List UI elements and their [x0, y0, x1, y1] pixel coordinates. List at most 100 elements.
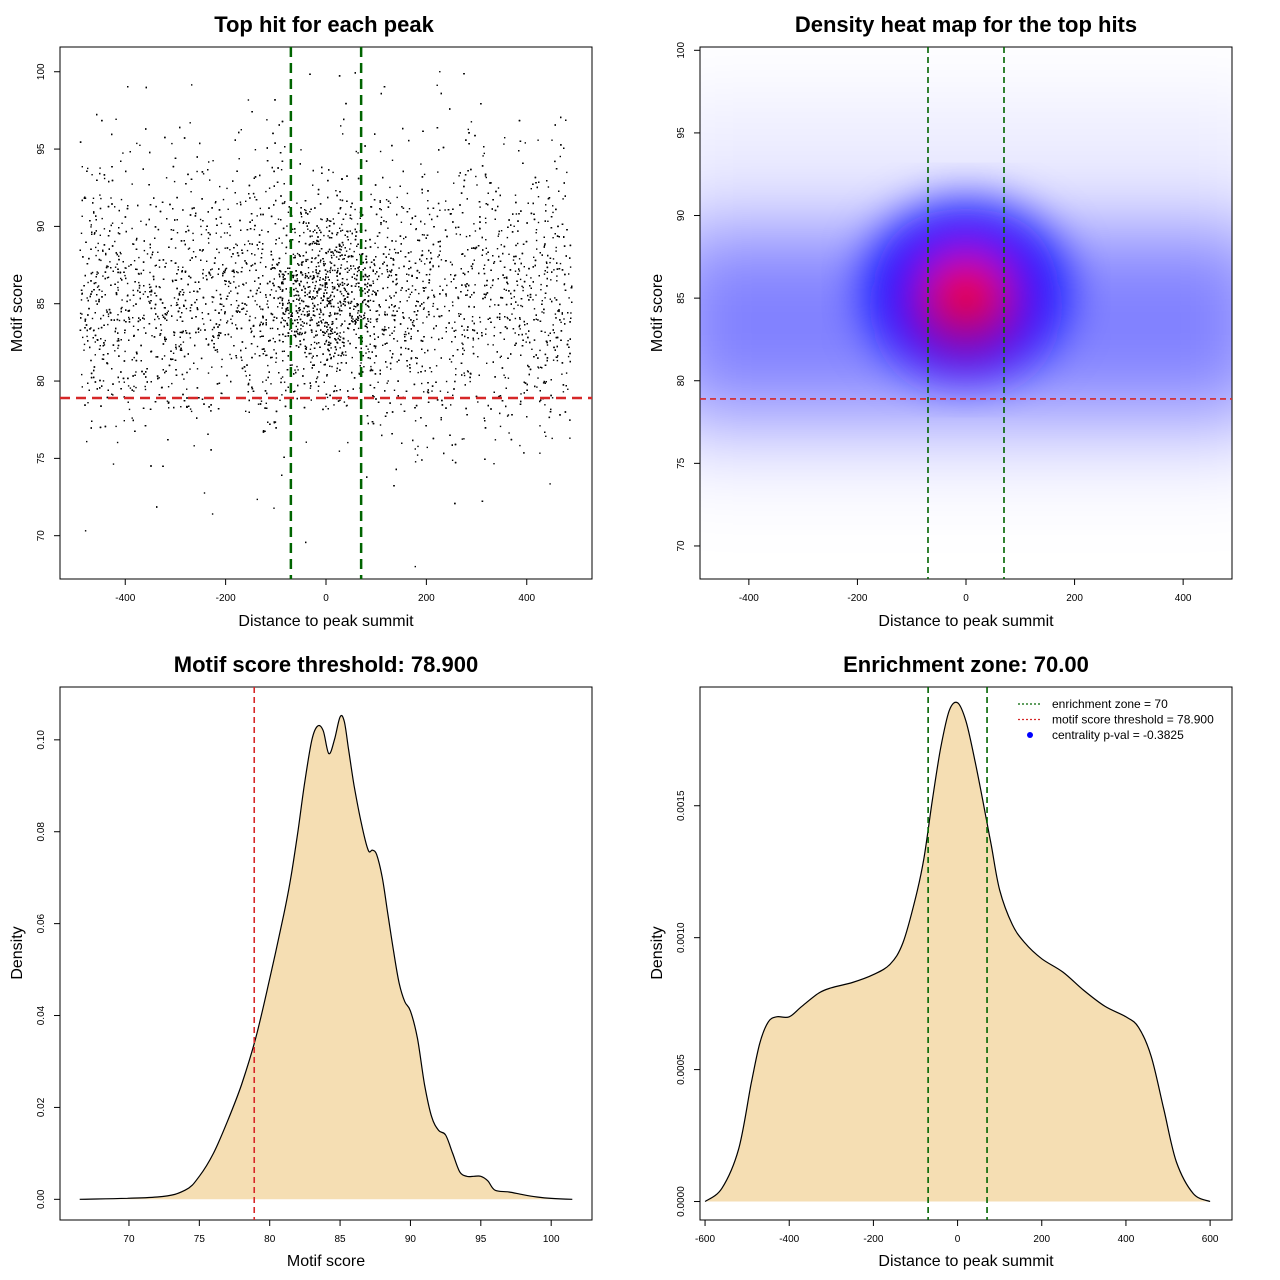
scatter-point [514, 332, 516, 334]
scatter-point [331, 298, 333, 301]
scatter-point [439, 71, 441, 73]
scatter-point [499, 356, 501, 359]
scatter-point [122, 152, 124, 154]
scatter-point [96, 286, 99, 288]
scatter-point [547, 220, 549, 222]
scatter-point [120, 277, 122, 280]
scatter-point [440, 419, 442, 421]
scatter-point [305, 209, 307, 212]
scatter-point [300, 216, 303, 218]
scatter-point [354, 208, 356, 211]
scatter-points [79, 71, 573, 568]
scatter-point [371, 293, 373, 296]
scatter-point [396, 278, 398, 280]
scatter-point [415, 228, 417, 230]
scatter-point [421, 192, 423, 194]
scatter-point [124, 350, 126, 353]
scatter-point [324, 322, 326, 324]
scatter-point [265, 379, 267, 381]
scatter-point [275, 357, 278, 359]
scatter-point [319, 261, 322, 263]
scatter-point [346, 261, 348, 263]
scatter-point [532, 299, 534, 301]
scatter-point [103, 177, 106, 180]
scatter-point [355, 333, 357, 335]
scatter-point [396, 282, 398, 285]
scatter-point [239, 201, 242, 203]
scatter-point [202, 269, 204, 271]
scatter-point [264, 430, 266, 432]
scatter-point [312, 281, 314, 284]
scatter-point [96, 271, 98, 273]
scatter-point [553, 269, 555, 271]
scatter-point [447, 391, 449, 393]
scatter-point [485, 239, 487, 241]
scatter-point [368, 278, 370, 281]
scatter-point [340, 325, 342, 327]
scatter-point [541, 311, 543, 313]
scatter-point [309, 290, 311, 292]
scatter-point [319, 250, 321, 252]
scatter-point [484, 175, 487, 177]
scatter-point [175, 279, 178, 281]
scatter-point [352, 255, 354, 258]
scatter-point [302, 310, 304, 313]
scatter-point [517, 242, 519, 245]
scatter-point [340, 305, 342, 307]
scatter-point [201, 250, 203, 252]
scatter-point [537, 139, 539, 141]
scatter-point [537, 366, 539, 368]
scatter-point [121, 299, 123, 301]
scatter-point [369, 343, 371, 345]
scatter-point [389, 350, 391, 352]
scatter-point [350, 302, 352, 304]
scatter-point [508, 432, 510, 434]
scatter-point [334, 269, 336, 272]
scatter-point [210, 269, 212, 271]
scatter-point [95, 254, 97, 257]
scatter-point [521, 285, 523, 287]
scatter-point [423, 234, 425, 236]
scatter-point [256, 303, 258, 306]
scatter-point [114, 240, 116, 243]
scatter-point [159, 286, 161, 289]
scatter-point [421, 250, 424, 252]
scatter-point [459, 233, 461, 236]
scatter-point [127, 385, 130, 387]
scatter-point [319, 239, 322, 241]
scatter-point [117, 232, 120, 234]
scatter-point [291, 274, 294, 277]
scatter-point [268, 187, 271, 189]
scatter-point [271, 356, 273, 359]
scatter-point [244, 243, 246, 246]
scatter-point [333, 254, 335, 256]
scatter-point [485, 294, 487, 296]
scatter-point [455, 329, 457, 332]
scatter-point [180, 406, 182, 408]
scatter-point [486, 362, 488, 364]
scatter-point [212, 276, 214, 278]
scatter-point [396, 361, 398, 363]
scatter-point [267, 376, 269, 379]
scatter-point [224, 268, 227, 270]
scatter-point [131, 417, 133, 419]
scatter-point [211, 296, 213, 298]
scatter-point [414, 565, 416, 568]
scatter-point [379, 150, 382, 153]
scatter-point [151, 335, 153, 337]
scatter-point [518, 270, 521, 272]
scatter-point [135, 386, 137, 389]
scatter-point [561, 373, 563, 375]
scatter-point [107, 265, 109, 268]
scatter-point [320, 288, 322, 290]
scatter-point [236, 203, 238, 205]
scatter-point [500, 244, 502, 246]
scatter-point [403, 333, 406, 336]
scatter-point [493, 261, 496, 263]
scatter-point [309, 387, 312, 389]
scatter-point [280, 377, 282, 380]
scatter-point [233, 275, 235, 278]
scatter-point [422, 280, 424, 283]
scatter-point [466, 370, 469, 372]
scatter-point [224, 271, 226, 274]
